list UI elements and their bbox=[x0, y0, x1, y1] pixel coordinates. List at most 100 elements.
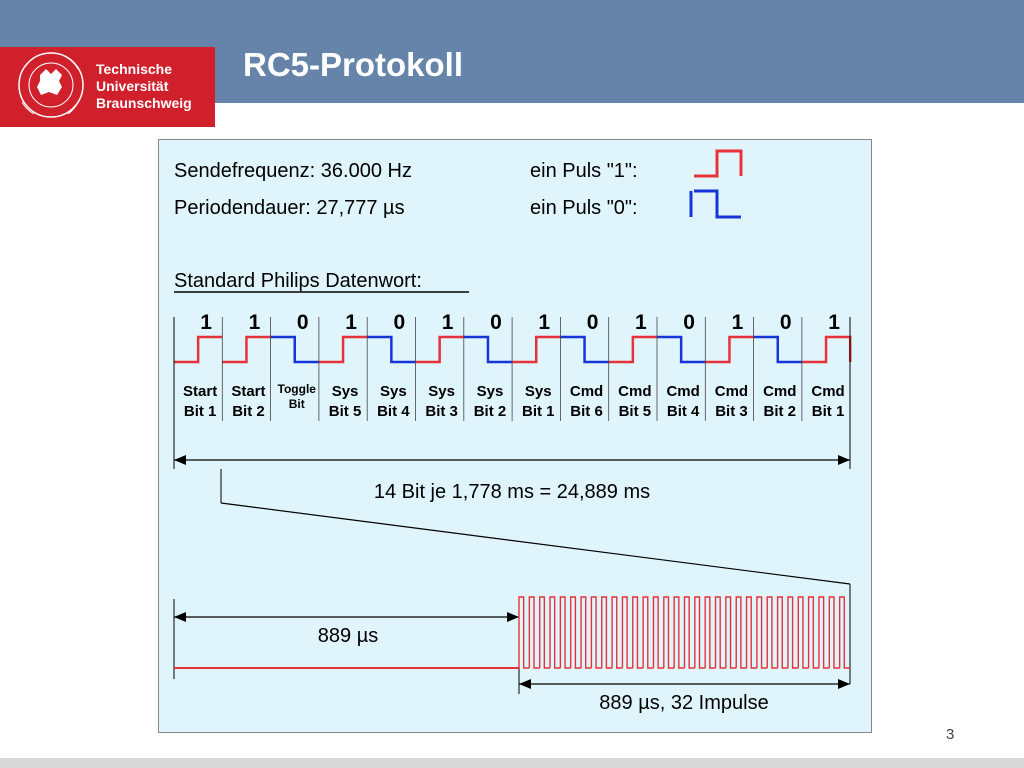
bit-label: Bit 1 bbox=[812, 403, 845, 420]
bit-label: Sys bbox=[380, 383, 407, 400]
carrier-pulse bbox=[632, 596, 644, 669]
pulse-one-segment bbox=[318, 335, 368, 364]
carrier-pulse bbox=[538, 596, 551, 669]
pulse-zero-segment bbox=[657, 335, 706, 364]
carrier-pulse bbox=[663, 596, 675, 669]
bits-group: 1 1 0 1 0 1 0 1 0 1 0 1 0 1 bbox=[200, 311, 840, 334]
bit-value: 1 bbox=[635, 311, 647, 334]
bit-value: 0 bbox=[780, 311, 792, 334]
bit-label: Sys bbox=[525, 383, 552, 400]
bit-label: Bit 4 bbox=[667, 403, 700, 420]
bit-label: Sys bbox=[477, 383, 504, 400]
pulse-burst bbox=[518, 596, 850, 669]
carrier-pulse bbox=[559, 596, 571, 669]
bit-label: Bit 4 bbox=[377, 403, 410, 420]
carrier-pulse bbox=[580, 596, 592, 669]
bit-label: Bit 1 bbox=[184, 403, 217, 420]
carrier-pulse bbox=[528, 596, 540, 669]
carrier-pulse bbox=[601, 596, 613, 669]
bit-value: 1 bbox=[345, 311, 357, 334]
logo-line-2: Universität bbox=[96, 78, 169, 94]
bit-value: 0 bbox=[683, 311, 695, 334]
carrier-pulse bbox=[570, 596, 582, 669]
send-frequency-text: Sendefrequenz: 36.000 Hz bbox=[174, 160, 412, 182]
carrier-pulse bbox=[694, 596, 706, 669]
carrier-pulse bbox=[776, 596, 788, 669]
period-text: Periodendauer: 27,777 µs bbox=[174, 197, 405, 219]
bit-value: 0 bbox=[394, 311, 406, 334]
pulse-zero-segment bbox=[463, 335, 513, 364]
bit-value: 1 bbox=[538, 311, 550, 334]
bit-label: Cmd bbox=[811, 383, 844, 400]
bit-value: 1 bbox=[732, 311, 744, 334]
bit-value: 0 bbox=[587, 311, 599, 334]
page-number: 3 bbox=[946, 726, 955, 743]
diagram-background bbox=[158, 139, 872, 733]
pulse-one-segment bbox=[222, 335, 271, 364]
pulse-zero-segment bbox=[560, 335, 609, 364]
carrier-pulse bbox=[838, 596, 850, 669]
carrier-pulse bbox=[683, 596, 695, 669]
half-bit-arrow-right bbox=[507, 612, 519, 622]
pulse-zero-label: ein Puls "0": bbox=[530, 197, 638, 219]
bit-label: Sys bbox=[332, 383, 359, 400]
zoom-line-diagonal bbox=[220, 502, 851, 585]
carrier-pulse bbox=[642, 596, 654, 669]
carrier-pulse bbox=[549, 596, 561, 669]
pulse-one-segment bbox=[415, 335, 464, 364]
carrier-pulse bbox=[611, 596, 623, 669]
pulse-one-segment bbox=[174, 335, 223, 364]
carrier-pulse bbox=[797, 596, 809, 669]
bit-label: Sys bbox=[428, 383, 455, 400]
seal-icon bbox=[18, 52, 84, 118]
pulse-one-icon bbox=[694, 149, 743, 178]
total-arrow-left bbox=[174, 455, 186, 465]
carrier-pulse bbox=[756, 596, 768, 669]
dataword-heading: Standard Philips Datenwort: bbox=[174, 270, 422, 292]
pulse-one-segment bbox=[608, 335, 657, 364]
pulse-zero-segment bbox=[367, 335, 416, 364]
rc5-diagram: Sendefrequenz: 36.000 Hz Periodendauer: … bbox=[158, 139, 872, 733]
bit-label: Cmd bbox=[666, 383, 699, 400]
carrier-pulse bbox=[807, 596, 819, 669]
carrier-pulse bbox=[518, 596, 530, 669]
bit-label: Bit 2 bbox=[474, 403, 507, 420]
footer-band bbox=[0, 758, 1024, 768]
carrier-pulse bbox=[828, 596, 840, 669]
bit-label: Cmd bbox=[618, 383, 651, 400]
carrier-pulse bbox=[787, 596, 799, 669]
bit-label: Bit 3 bbox=[715, 403, 748, 420]
bit-label: Bit 6 bbox=[570, 403, 603, 420]
bit-label: Bit 5 bbox=[619, 403, 652, 420]
waveform bbox=[174, 317, 852, 421]
pulse-zero-segment bbox=[753, 335, 802, 364]
carrier-pulse bbox=[714, 596, 726, 669]
carrier-pulse bbox=[725, 596, 737, 669]
carrier-pulse bbox=[818, 596, 830, 669]
bit-label: Bit 1 bbox=[522, 403, 555, 420]
bit-label: Cmd bbox=[570, 383, 603, 400]
bit-label: Bit 5 bbox=[329, 403, 362, 420]
bit-value: 1 bbox=[442, 311, 454, 334]
burst-arrow-right bbox=[838, 679, 850, 689]
carrier-pulse bbox=[621, 596, 633, 669]
carrier-pulse bbox=[673, 596, 685, 669]
pulse-zero-icon bbox=[694, 189, 741, 219]
carrier-pulse bbox=[590, 596, 602, 669]
total-duration-label: 14 Bit je 1,778 ms = 24,889 ms bbox=[374, 481, 650, 503]
carrier-pulse bbox=[735, 596, 747, 669]
bit-label: Cmd bbox=[763, 383, 796, 400]
bit-label: Toggle bbox=[278, 382, 317, 396]
carrier-pulse bbox=[652, 596, 664, 669]
bit-value: 0 bbox=[490, 311, 502, 334]
pulse-zero-segment bbox=[270, 335, 319, 364]
logo-line-1: Technische bbox=[96, 61, 172, 77]
bit-label: Bit 2 bbox=[763, 403, 796, 420]
carrier-pulse bbox=[704, 596, 716, 669]
logo-line-3: Braunschweig bbox=[96, 95, 192, 111]
half-bit-label: 889 µs bbox=[318, 625, 378, 647]
slide-title: RC5-Protokoll bbox=[243, 46, 464, 83]
pulse-one-segment bbox=[512, 335, 561, 364]
bit-label: Start bbox=[231, 383, 265, 400]
